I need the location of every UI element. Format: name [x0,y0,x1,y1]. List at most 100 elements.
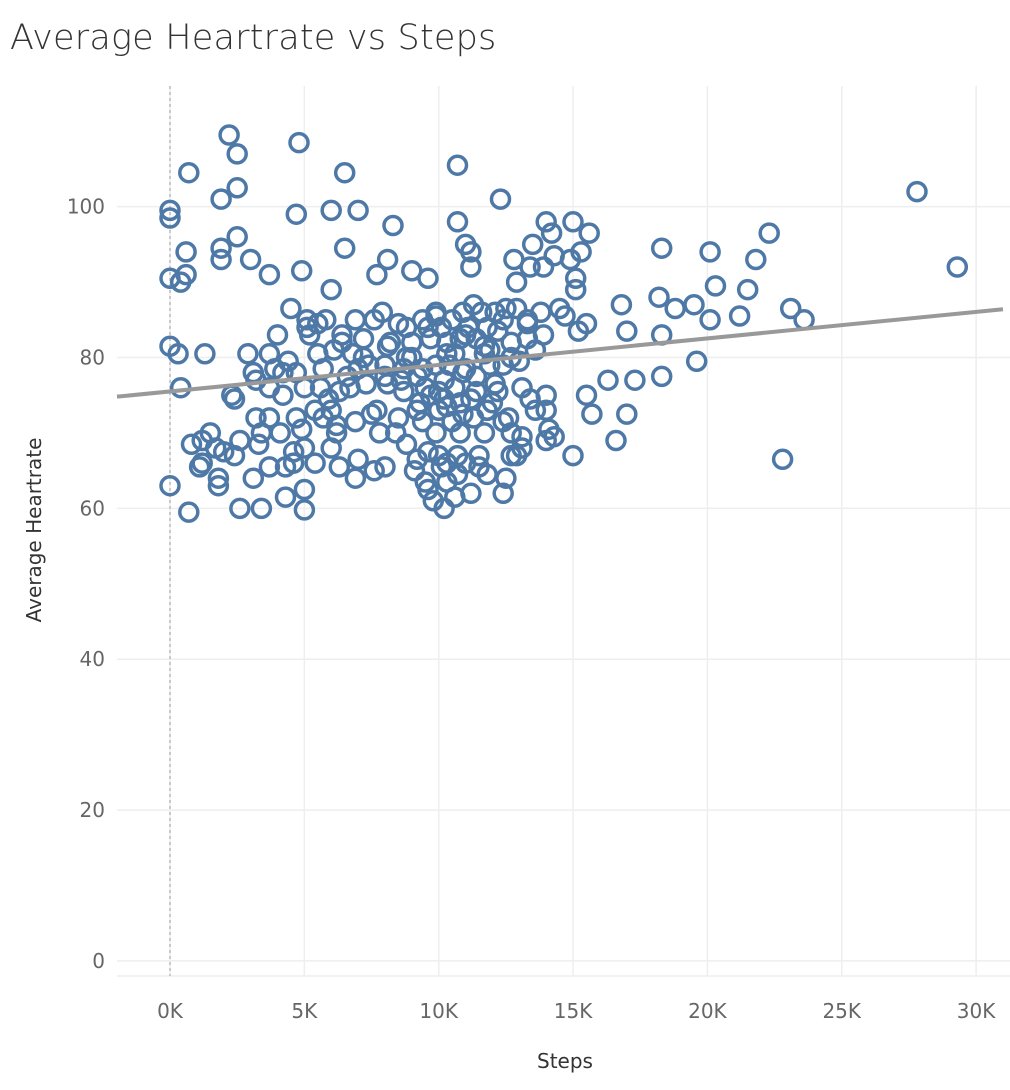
data-point [288,131,310,154]
data-point [446,463,469,486]
data-point [296,316,318,339]
data-point [758,222,780,244]
data-point [425,301,447,324]
data-point [247,433,270,456]
data-points [159,124,969,523]
data-point [304,452,326,474]
data-point [237,343,259,365]
data-point [578,222,600,244]
data-point [242,467,265,489]
data-point [282,441,305,463]
data-point [180,433,203,456]
data-point [366,399,388,422]
data-point [409,392,431,414]
data-point [616,320,638,342]
data-point [699,241,721,263]
data-point [347,448,369,471]
data-point [167,343,189,365]
data-point [492,410,514,433]
data-point [258,456,281,478]
data-point [535,211,557,233]
data-point [736,278,759,301]
data-point [484,301,506,324]
data-point [194,343,216,365]
data-point [290,260,313,282]
data-point [363,309,385,331]
data-point [417,267,439,290]
data-point [293,499,316,521]
y-tick-labels: 0 20 40 60 80 100 [67,195,105,973]
data-point [188,456,211,478]
data-point [159,474,181,497]
x-tick-label: 0K [157,999,184,1023]
data-point [210,248,232,271]
data-point [212,441,235,463]
x-tick-label: 25K [822,999,861,1023]
data-point [333,161,356,184]
data-point [562,211,584,233]
data-point [425,422,447,444]
data-point [374,456,396,478]
data-point [460,482,482,505]
y-tick-label: 40 [80,647,105,671]
data-point [395,433,418,456]
data-point [446,211,469,233]
data-point [315,309,337,331]
trend-line [116,307,1004,399]
data-point [511,437,533,459]
data-point [317,388,340,410]
data-point [745,248,767,271]
data-point [465,365,488,388]
data-point [272,384,294,406]
data-point [175,241,197,263]
x-tick-label: 15K [554,999,593,1023]
data-point [333,237,356,259]
data-point [366,263,388,286]
y-tick-label: 0 [92,949,105,973]
data-point [320,199,342,222]
data-point [540,222,563,244]
data-point [395,316,418,339]
data-point [505,297,528,320]
data-point [347,199,369,222]
data-point [376,248,399,271]
data-point [554,305,576,327]
chart-title: Average Heartrate vs Steps [10,18,497,58]
data-point [210,188,232,210]
x-tick-label: 20K [688,999,727,1023]
data-point [624,369,646,391]
data-point [169,376,192,399]
data-point [403,459,426,482]
data-point [479,354,501,376]
data-point [492,482,514,505]
data-point [567,320,590,342]
data-point [650,237,673,259]
data-point [495,467,517,489]
data-point [417,478,439,501]
data-point [229,497,251,520]
data-point [460,388,482,410]
data-point [452,301,474,324]
data-point [564,267,587,290]
data-point [266,324,289,346]
data-point [207,467,230,489]
data-point [521,233,544,256]
data-point [387,407,410,429]
data-point [320,437,342,459]
data-point [581,403,603,425]
data-point [524,339,547,361]
data-point [519,256,541,278]
data-point [793,309,815,331]
data-point [446,154,469,176]
data-point [344,309,367,331]
data-point [433,497,455,520]
data-point [293,437,316,459]
data-point [436,395,458,418]
data-point [481,392,504,414]
data-point [339,376,361,399]
x-tick-label: 30K [957,999,996,1023]
data-point [320,278,342,301]
data-point [159,207,181,229]
data-point [524,399,547,422]
